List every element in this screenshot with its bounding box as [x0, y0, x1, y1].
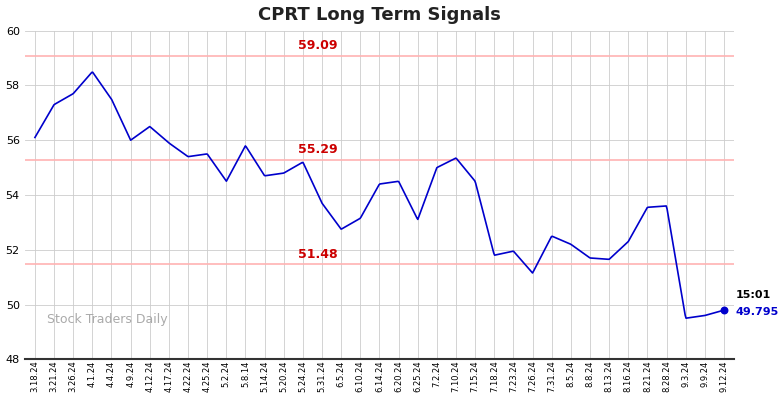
- Text: 59.09: 59.09: [299, 39, 338, 52]
- Title: CPRT Long Term Signals: CPRT Long Term Signals: [258, 6, 501, 23]
- Text: 49.795: 49.795: [735, 306, 779, 316]
- Text: 55.29: 55.29: [299, 143, 338, 156]
- Text: Stock Traders Daily: Stock Traders Daily: [46, 314, 167, 326]
- Point: [717, 307, 730, 313]
- Text: 15:01: 15:01: [735, 290, 771, 300]
- Text: 51.48: 51.48: [299, 248, 338, 261]
